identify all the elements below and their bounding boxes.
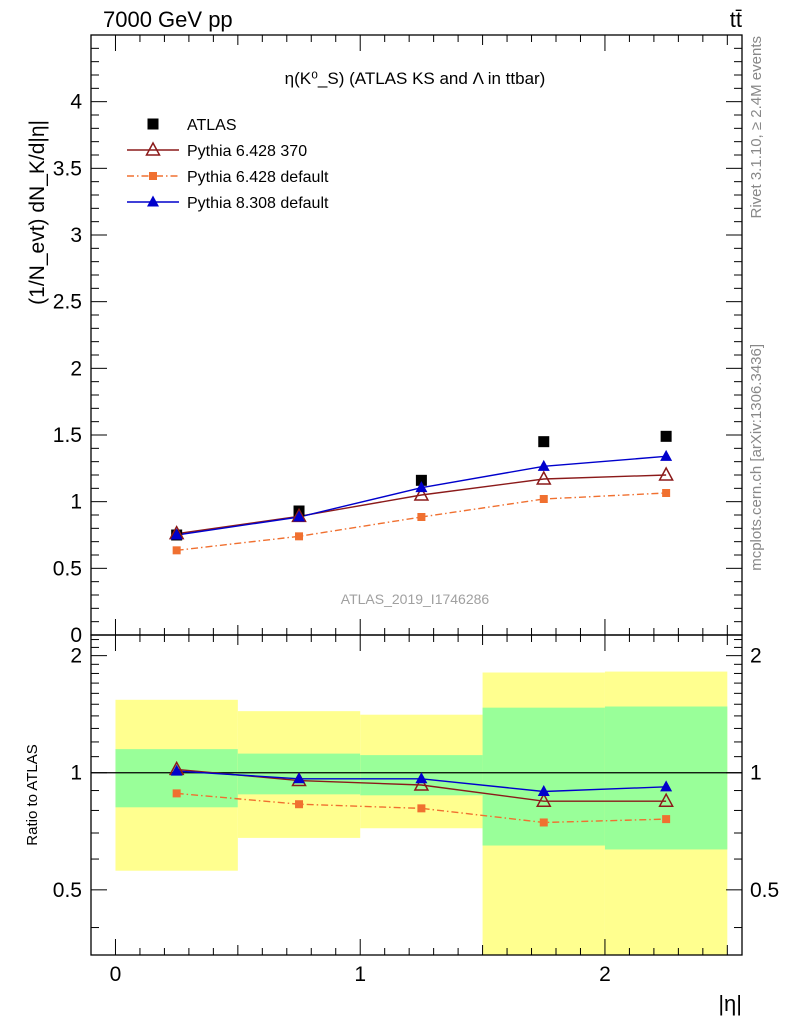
ratio-y-tick-label-right: 1 bbox=[750, 762, 762, 785]
main-title: η(K⁰_S) (ATLAS KS and Λ in ttbar) bbox=[285, 69, 546, 88]
main-data-point bbox=[660, 430, 672, 442]
mcplots-label: mcplots.cern.ch [arXiv:1306.3436] bbox=[748, 344, 765, 571]
legend-marker bbox=[145, 141, 161, 156]
main-data-point bbox=[537, 459, 550, 471]
ratio-data-point bbox=[539, 818, 548, 827]
main-data-point bbox=[662, 489, 671, 497]
ratio-series-line bbox=[176, 792, 667, 824]
energy-label: 7000 GeV pp bbox=[103, 7, 233, 32]
panel-frames bbox=[90, 34, 743, 956]
y-tick-label: 2 bbox=[70, 357, 82, 380]
ratio-data-point bbox=[415, 772, 428, 784]
ratio-ylabel: Ratio to ATLAS bbox=[24, 744, 41, 845]
ratio-y-tick-label-right: 2 bbox=[750, 645, 762, 668]
main-data-point bbox=[293, 510, 306, 522]
ratio-frame bbox=[90, 634, 743, 956]
legend-label: ATLAS bbox=[187, 117, 237, 134]
legend-marker bbox=[147, 118, 159, 130]
legend: ATLAS Pythia 6.428 370 Pythia 6.428 defaul… bbox=[127, 117, 329, 212]
ratio-data-point bbox=[295, 800, 304, 809]
legend-label: Pythia 6.428 default bbox=[187, 169, 329, 186]
main-data-point bbox=[413, 486, 430, 501]
band-inner bbox=[115, 749, 238, 808]
legend-label: Pythia 8.308 default bbox=[187, 195, 329, 212]
ratio-bands bbox=[115, 671, 728, 955]
y-tick-label: 3.5 bbox=[53, 157, 82, 180]
main-data-point bbox=[536, 470, 552, 485]
legend-marker bbox=[149, 172, 157, 180]
ratio-data-point bbox=[660, 780, 673, 792]
ratio-data-point bbox=[170, 764, 183, 776]
watermark: ATLAS_2019_I1746286 bbox=[341, 591, 490, 607]
main-data-point bbox=[539, 495, 548, 503]
main-data-point bbox=[172, 546, 181, 555]
main-data-point bbox=[295, 532, 304, 541]
x-tick-label: 2 bbox=[599, 963, 611, 986]
x-tick-label: 0 bbox=[110, 963, 122, 986]
y-tick-label: 2.5 bbox=[53, 291, 82, 314]
process-label: tt̄ bbox=[730, 7, 742, 32]
y-tick-label: 0 bbox=[70, 624, 82, 647]
main-data-point bbox=[660, 449, 673, 461]
axis-ticks bbox=[91, 34, 742, 955]
legend-label: Pythia 6.428 370 bbox=[187, 143, 307, 160]
band-inner bbox=[604, 706, 728, 850]
ratio-data-point bbox=[662, 815, 671, 824]
main-series-line bbox=[176, 492, 667, 552]
ratio-data-point bbox=[172, 789, 181, 798]
main-data-point bbox=[170, 528, 183, 540]
ratio-data-point bbox=[417, 804, 426, 813]
tick-labels: 00.511.522.533.540.5 0.51 12 20 1 2 bbox=[53, 91, 779, 986]
main-data-point bbox=[415, 474, 427, 486]
ratio-data-point bbox=[293, 772, 306, 784]
main-data-point bbox=[538, 436, 550, 448]
ratio-y-tick-label-left: 2 bbox=[70, 645, 82, 668]
ratio-data-point bbox=[413, 776, 430, 791]
ratio-data-point bbox=[658, 792, 674, 807]
main-data-point bbox=[417, 513, 426, 521]
y-tick-label: 3 bbox=[70, 224, 82, 247]
y-tick-label: 1.5 bbox=[53, 424, 82, 447]
y-tick-label: 4 bbox=[70, 91, 82, 114]
ratio-y-tick-label-right: 0.5 bbox=[750, 879, 779, 902]
main-series-line bbox=[176, 474, 667, 535]
x-tick-label: 1 bbox=[354, 963, 366, 986]
main-data-point bbox=[658, 466, 674, 481]
legend-marker bbox=[147, 195, 159, 207]
ratio-data-point bbox=[537, 784, 550, 796]
main-ylabel: (1/N_evt) dN_K/d|η| bbox=[26, 120, 49, 305]
y-tick-label: 0.5 bbox=[53, 557, 82, 580]
y-tick-label: 1 bbox=[70, 491, 82, 514]
rivet-label: Rivet 3.1.10, ≥ 2.4M events bbox=[748, 36, 765, 219]
main-data-point bbox=[415, 481, 428, 493]
series-markers bbox=[168, 430, 674, 827]
ratio-y-tick-label-left: 1 bbox=[70, 762, 82, 785]
ratio-data-point bbox=[536, 792, 552, 807]
ratio-y-tick-label-left: 0.5 bbox=[53, 879, 82, 902]
x-axis-label: |η| bbox=[718, 991, 742, 1016]
